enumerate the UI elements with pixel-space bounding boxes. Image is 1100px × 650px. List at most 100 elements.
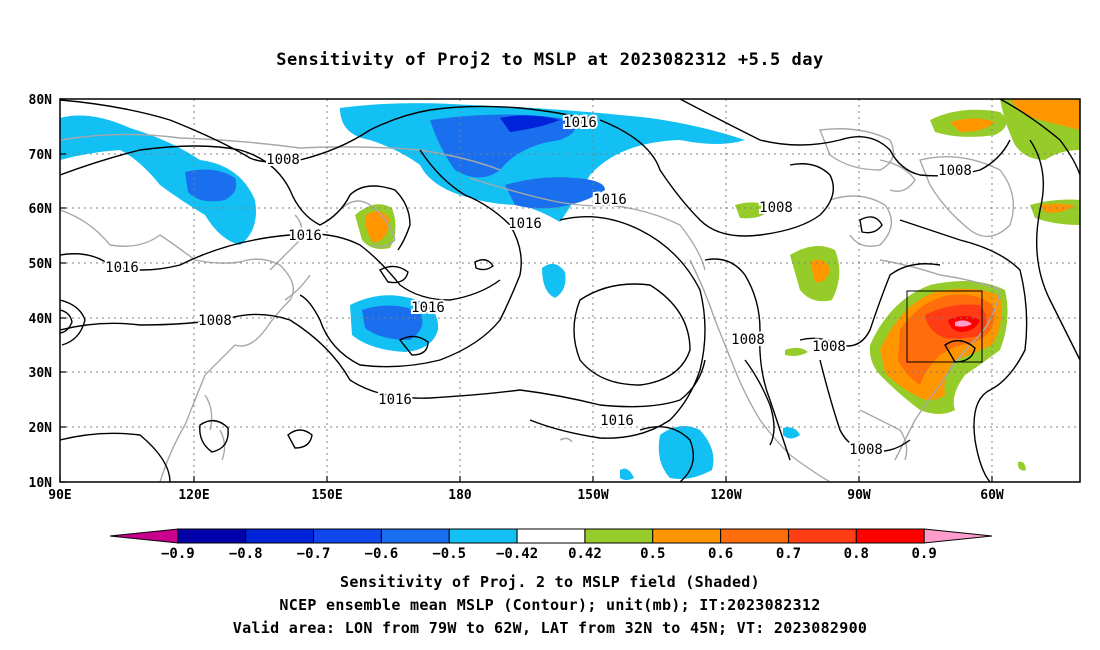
contour-label: 1016: [593, 192, 627, 208]
colorbar-tick-labels: −0.9 −0.8 −0.7 −0.6 −0.5 −0.42 0.42 0.5 …: [161, 546, 937, 562]
positive-sensitivity-shading: [355, 99, 1080, 471]
contour-label: 1016: [411, 300, 445, 316]
coast-greenland: [919, 156, 1014, 238]
contour-20: [287, 429, 313, 449]
contour-label: 1008: [266, 152, 300, 168]
contour-4: [299, 149, 522, 368]
contour-15: [1029, 139, 1080, 361]
colorbar-swatch: [448, 528, 518, 544]
contour-14: [899, 219, 1028, 482]
colorbar-swatch: [245, 528, 315, 544]
contour-label: 1008: [759, 200, 793, 216]
contour-label: 1008: [812, 339, 846, 355]
contour-17: [60, 309, 73, 334]
contour-13: [819, 359, 911, 452]
coast-alaska: [469, 177, 706, 271]
colorbar-end-low: [109, 528, 179, 544]
contour-18: [639, 426, 694, 482]
coast-na-east: [879, 259, 1001, 461]
colorbar-tick-label: −0.42: [496, 546, 538, 562]
coast-gulf: [859, 409, 908, 461]
colorbar-swatch: [652, 528, 722, 544]
lon-label: 90E: [48, 488, 71, 503]
colorbar-tick-label: −0.6: [365, 546, 399, 562]
lat-label: 70N: [29, 148, 53, 163]
pos-region-east-peak: [955, 320, 972, 327]
coast-asia-east: [60, 209, 294, 482]
colorbar-swatch: [787, 528, 857, 544]
contour-3: [60, 99, 591, 163]
neg-region-bottom: [620, 468, 634, 480]
lat-label: 40N: [29, 312, 53, 327]
neg-region-west-70n: [60, 115, 256, 246]
contour-label: 1016: [105, 260, 139, 276]
contour-19: [199, 420, 229, 453]
lat-label: 60N: [29, 202, 53, 217]
pos-region-greenland-core: [950, 118, 995, 132]
neg-region-south: [658, 426, 714, 479]
contour-label: 1016: [600, 413, 634, 429]
lat-label: 20N: [29, 421, 53, 436]
colorbar-swatch: [313, 528, 382, 544]
lon-labels: 90E 120E 150E 180 150W 120W 90W 60W: [48, 488, 1004, 503]
contour-24: [944, 340, 976, 363]
negative-sensitivity-shading: [60, 103, 800, 480]
lat-labels: 80N 70N 60N 50N 40N 30N 20N 10N: [29, 93, 53, 491]
contour-16: [60, 299, 86, 346]
contour-label: 1008: [938, 163, 972, 179]
contour-10: [679, 99, 1011, 177]
contour-21: [398, 335, 429, 356]
pos-region-atlantic-tiny: [1018, 461, 1026, 471]
contour-label: 1016: [563, 115, 597, 131]
contour-1: [60, 145, 411, 251]
contour-27: [744, 359, 775, 446]
neg-region-midlat-core: [362, 305, 423, 340]
contour-label: 1016: [288, 228, 322, 244]
footer-line-3: Valid area: LON from 79W to 62W, LAT fro…: [232, 619, 868, 637]
colorbar-tick-label: 0.8: [844, 546, 869, 562]
contour-label: 1016: [508, 216, 542, 232]
contour-8: [60, 432, 171, 482]
contour-2: [60, 233, 501, 301]
coast-japan: [269, 214, 311, 301]
contour-25: [474, 259, 494, 271]
pos-region-canada: [735, 202, 770, 219]
contour-label: 1008: [731, 332, 765, 348]
colorbar: [109, 528, 993, 544]
lon-label: 120W: [710, 488, 741, 503]
colorbar-tick-label: −0.7: [297, 546, 331, 562]
neg-region-small-1: [542, 263, 566, 298]
lat-label: 10N: [29, 476, 53, 491]
contour-label: 1016: [378, 392, 412, 408]
neg-region-north-pacific-core: [430, 114, 575, 178]
lat-label: 80N: [29, 93, 53, 108]
lon-label: 150E: [311, 488, 342, 503]
coast-baffin: [879, 159, 916, 192]
pos-region-atlantic-core: [1010, 99, 1080, 130]
contour-23: [859, 216, 883, 234]
pos-region-rockies-core: [810, 259, 830, 283]
contour-5: [60, 313, 706, 408]
lon-label: 180: [448, 488, 472, 503]
footer-line-2: NCEP ensemble mean MSLP (Contour); unit(…: [279, 596, 821, 614]
contour-9: [599, 119, 834, 237]
gridlines: [60, 99, 1080, 482]
colorbar-swatch: [584, 528, 654, 544]
colorbar-tick-label: 0.42: [568, 546, 602, 562]
colorbar-tick-label: 0.5: [640, 546, 665, 562]
contour-label: 1008: [198, 313, 232, 329]
contour-label-group: 1016 1008 1016 1016 1016 1016 1008 1016 …: [103, 113, 974, 460]
contour-11: [704, 258, 791, 461]
valid-area-box: [906, 290, 983, 363]
tick-marks: [59, 98, 993, 483]
colorbar-swatch: [855, 528, 925, 544]
coast-hawaii: [559, 437, 573, 443]
coast-arctic-islands: [819, 128, 894, 171]
contour-12: [799, 263, 941, 347]
coastlines: [60, 128, 1014, 482]
neg-region-west-core: [185, 169, 237, 202]
colorbar-tick-label: 0.9: [912, 546, 937, 562]
colorbar-tick-label: −0.9: [161, 546, 195, 562]
lon-label: 90W: [847, 488, 871, 503]
